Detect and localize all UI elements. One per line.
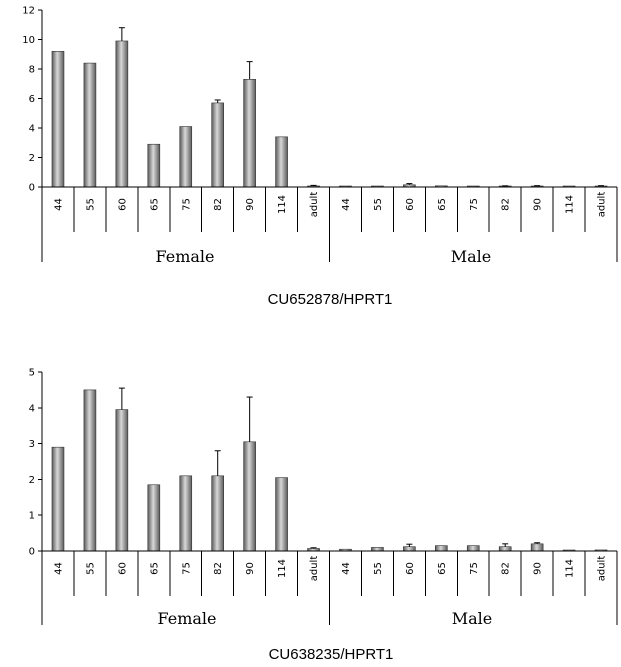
x-tick-label: 114 [565, 195, 576, 214]
chart-title: CU638235/HPRT1 [269, 646, 394, 663]
x-tick-label: 55 [373, 198, 384, 211]
y-tick-label: 2 [29, 153, 35, 164]
bar [435, 545, 448, 552]
x-tick-label: 65 [149, 562, 160, 575]
bar [371, 547, 384, 552]
bar [466, 545, 480, 552]
bar [498, 546, 512, 552]
chart-top: 0 2 4 6 8 10 12 44 55 60 65 75 82 90 114 adult 44 55 60 65… [22, 6, 618, 308]
x-tick-label: 60 [117, 198, 128, 211]
x-tick-label: 44 [341, 562, 352, 575]
bar [51, 50, 65, 188]
bar [83, 389, 97, 552]
bar [83, 62, 97, 188]
y-axis: 0 1 2 3 4 5 [29, 368, 43, 558]
chart-title: CU652878/HPRT1 [268, 291, 393, 308]
bar [147, 484, 161, 552]
x-tick-label: 75 [469, 198, 480, 211]
x-axis: 44 55 60 65 75 82 90 114 adult 44 55 60 65 75 82 90 114 a… [41, 186, 618, 262]
x-tick-label: 90 [245, 562, 256, 575]
bar [211, 475, 224, 552]
bar [243, 79, 256, 188]
x-axis: 44 55 60 65 75 82 90 114 adult 44 55 60 65 75 82 90 114 a… [41, 550, 618, 625]
group-label-male: Male [452, 609, 493, 628]
y-tick-label: 5 [29, 368, 35, 379]
group-label-female: Female [156, 247, 215, 266]
y-tick-label: 6 [29, 94, 35, 105]
bar [211, 102, 224, 188]
x-tick-label: 90 [245, 198, 256, 211]
y-axis: 0 2 4 6 8 10 12 [22, 6, 43, 194]
x-tick-label: 65 [437, 198, 448, 211]
x-tick-label: adult [309, 556, 320, 582]
y-tick-label: 8 [29, 65, 35, 76]
bar [147, 143, 161, 188]
x-tick-label: 90 [533, 198, 544, 211]
y-tick-label: 0 [29, 183, 35, 194]
bar [51, 446, 65, 552]
x-tick-label: 60 [117, 562, 128, 575]
x-tick-label: 75 [469, 562, 480, 575]
x-tick-label: 44 [53, 562, 64, 575]
x-tick-label: 82 [501, 562, 512, 575]
x-tick-label: 82 [213, 198, 224, 211]
x-tick-label: 60 [405, 562, 416, 575]
group-label-male: Male [451, 247, 492, 266]
x-tick-label: 114 [277, 559, 288, 578]
y-tick-label: 10 [22, 35, 35, 46]
y-tick-label: 4 [29, 124, 35, 135]
x-tick-label: 44 [341, 198, 352, 211]
x-tick-label: 65 [437, 562, 448, 575]
x-tick-label: 114 [565, 559, 576, 578]
bar [275, 477, 288, 552]
x-tick-label: 55 [373, 562, 384, 575]
bars [51, 27, 608, 188]
x-tick-label: adult [597, 556, 608, 582]
x-tick-label: 55 [85, 198, 96, 211]
y-tick-label: 4 [29, 403, 35, 414]
x-tick-label: 90 [533, 562, 544, 575]
y-tick-label: 2 [29, 475, 35, 486]
x-tick-label: 114 [277, 195, 288, 214]
x-tick-label: 82 [213, 562, 224, 575]
x-tick-label: 82 [501, 198, 512, 211]
bar [275, 136, 288, 188]
y-tick-label: 0 [29, 547, 35, 558]
x-tick-label: 55 [85, 562, 96, 575]
chart-bottom: 0 1 2 3 4 5 44 55 60 65 75 82 90 114 adult 44 55 60 65 75 8… [29, 368, 618, 663]
bar [179, 475, 193, 552]
y-tick-label: 3 [29, 439, 35, 450]
bar [179, 126, 193, 188]
x-tick-label: 65 [149, 198, 160, 211]
x-tick-label: adult [309, 192, 320, 218]
x-tick-label: 44 [53, 198, 64, 211]
bar [243, 441, 256, 552]
x-tick-label: adult [597, 192, 608, 218]
x-tick-label: 75 [181, 562, 192, 575]
bar [530, 543, 544, 552]
bar [115, 409, 129, 552]
bar [403, 546, 416, 552]
bars [51, 387, 608, 552]
x-tick-label: 75 [181, 198, 192, 211]
group-label-female: Female [158, 609, 217, 628]
y-tick-label: 12 [22, 6, 35, 17]
x-tick-label: 60 [405, 198, 416, 211]
bar [115, 40, 129, 188]
y-tick-label: 1 [29, 511, 35, 522]
